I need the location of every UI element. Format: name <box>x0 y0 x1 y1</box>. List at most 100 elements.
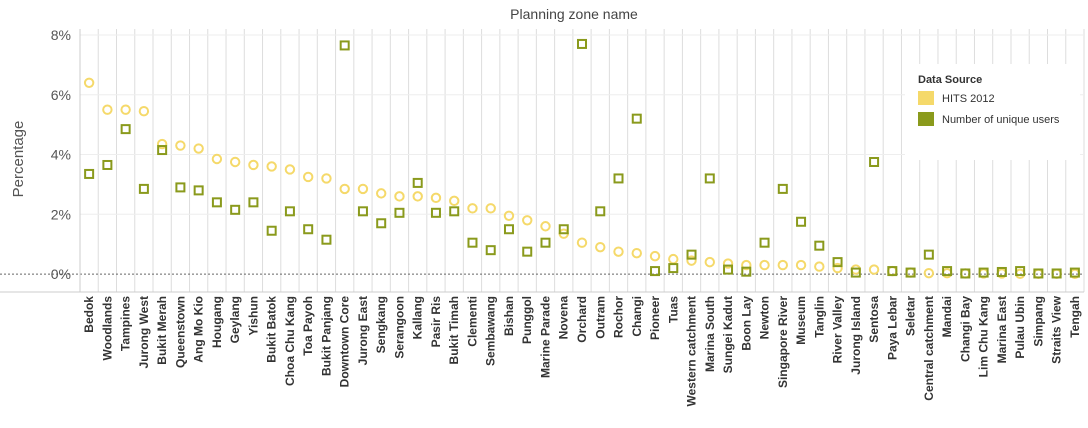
hits-2012-point <box>960 268 971 279</box>
hits-2012-point <box>229 156 241 168</box>
category-label: Jurong West <box>137 296 151 368</box>
unique-users-point <box>266 225 277 236</box>
unique-users-point <box>577 38 587 49</box>
legend-label-hits: HITS 2012 <box>942 93 995 105</box>
unique-users-point <box>723 264 734 275</box>
unique-users-point <box>412 177 423 188</box>
hits-2012-point <box>668 253 679 265</box>
hits-2012-point <box>850 264 862 275</box>
unique-users-point <box>759 237 770 248</box>
unique-users-point <box>558 224 569 235</box>
category-label: Tampines <box>119 296 133 351</box>
hits-2012-point <box>284 164 296 175</box>
hits-2012-point <box>156 138 168 150</box>
category-label: Sungei Kadut <box>721 296 735 373</box>
category-label: Outram <box>593 296 607 339</box>
hits-2012-point <box>248 159 259 171</box>
unique-users-point <box>193 185 204 196</box>
unique-users-point <box>850 267 861 278</box>
hits-2012-point <box>923 267 935 279</box>
unique-users-point <box>485 245 496 256</box>
unique-users-point <box>905 267 916 278</box>
category-label: Hougang <box>210 296 224 348</box>
unique-users-point <box>613 173 624 184</box>
unique-users-point <box>869 156 880 167</box>
category-label: Mandai <box>940 296 954 337</box>
hits-2012-point <box>467 203 478 214</box>
grid-layer <box>0 29 1085 292</box>
category-label: Marine Parade <box>538 296 552 378</box>
category-label: Kallang <box>411 296 425 339</box>
unique-users-point <box>376 218 387 229</box>
category-label: Museum <box>794 296 808 345</box>
y-tick-label: 6% <box>51 87 71 103</box>
y-tick-label: 8% <box>51 27 71 43</box>
axis-layer: 0% 2% 4% 6% 8% Bedok Woodlands Tampines Jurong W… <box>0 27 1084 406</box>
unique-users-point <box>522 246 533 257</box>
hits-2012-point <box>832 262 843 274</box>
category-label: Toa Payoh <box>301 296 315 356</box>
unique-users-point <box>978 267 989 278</box>
hits-2012-point <box>814 261 825 272</box>
category-label: Simpang <box>1031 296 1045 347</box>
category-label: Straits View <box>1050 295 1064 363</box>
category-label: Seletar <box>904 296 918 336</box>
unique-users-point <box>540 237 551 248</box>
hits-2012-point <box>649 250 661 262</box>
unique-users-point <box>814 240 825 251</box>
unique-users-point <box>303 224 314 235</box>
unique-users-point <box>777 183 788 194</box>
unique-users-point <box>960 268 971 279</box>
category-label: Sengkang <box>374 296 388 353</box>
category-label: Pulau Ubin <box>1013 296 1027 359</box>
unique-users-point <box>668 263 679 274</box>
category-label: Sembawang <box>484 296 498 366</box>
hits-2012-point <box>376 188 387 199</box>
hits-2012-point <box>339 183 350 195</box>
category-label: Choa Chu Kang <box>283 296 297 386</box>
unique-users-point <box>1069 267 1080 278</box>
y-axis-label: Percentage <box>10 121 27 198</box>
category-label: Tengah <box>1068 296 1082 338</box>
unique-users-point <box>248 197 259 208</box>
category-label: Changi <box>630 296 644 337</box>
legend-title: Data Source <box>918 74 982 86</box>
hits-2012-point <box>193 143 204 154</box>
hits-2012-point <box>522 215 533 226</box>
hits-2012-point <box>138 105 150 117</box>
category-label: Tuas <box>666 296 680 323</box>
unique-users-point <box>430 207 441 218</box>
hits-2012-point <box>795 259 807 271</box>
unique-users-point <box>357 206 368 217</box>
unique-users-point <box>631 113 642 124</box>
hits-2012-point <box>905 267 916 278</box>
hits-2012-point <box>722 258 734 269</box>
category-label: Novena <box>557 296 571 340</box>
hits-2012-point <box>631 247 642 259</box>
y-tick-label: 0% <box>51 266 71 282</box>
category-label: Bukit Timah <box>447 296 461 364</box>
category-label: Singapore River <box>776 296 790 388</box>
unique-users-point <box>996 266 1007 277</box>
category-label: Bukit Panjang <box>319 296 333 376</box>
unique-users-point <box>138 183 149 194</box>
legend: Data Source HITS 2012 Number of unique u… <box>905 64 1080 160</box>
hits-2012-point <box>704 256 715 268</box>
category-label: Rochor <box>612 296 626 338</box>
category-label: Bukit Batok <box>265 296 279 363</box>
hits-2012-point <box>120 104 131 115</box>
unique-users-point <box>796 216 807 227</box>
unique-users-point <box>942 266 953 277</box>
category-label: Downtown Core <box>338 296 352 388</box>
category-label: Jurong East <box>356 296 370 365</box>
hits-2012-point <box>941 267 953 279</box>
unique-users-point <box>650 266 661 277</box>
category-label: Woodlands <box>100 296 114 361</box>
hits-2012-point <box>83 77 95 88</box>
unique-users-point <box>1033 268 1044 279</box>
hits-2012-point <box>686 255 697 266</box>
category-label: Ang Mo Kio <box>192 296 206 363</box>
unique-users-point <box>741 266 752 277</box>
unique-users-point <box>1051 268 1062 279</box>
